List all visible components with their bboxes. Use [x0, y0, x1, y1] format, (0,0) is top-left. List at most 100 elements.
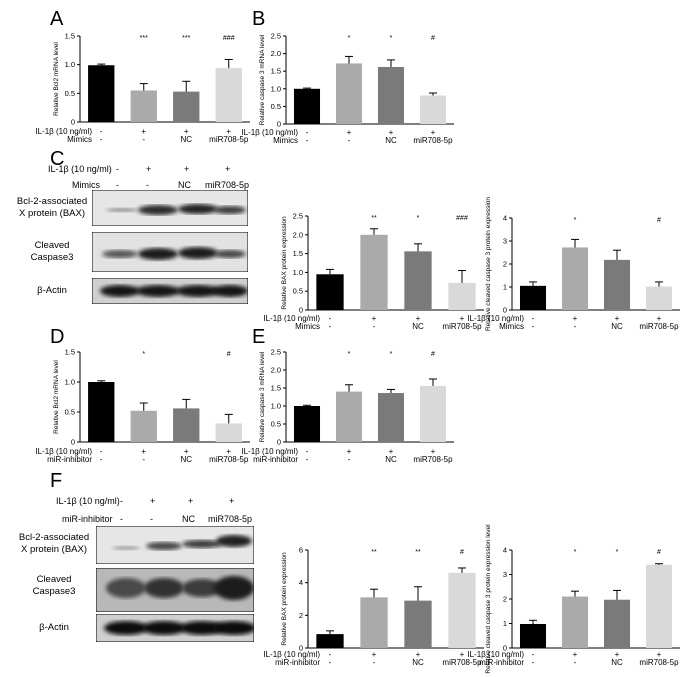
chart-e-reagent-mark: miR708-5p	[413, 455, 453, 464]
chart-c2-bar	[561, 247, 589, 310]
chart-c1-bar	[316, 274, 344, 310]
chart-b: 0 0.5 1.0 1.5 2.0 2.5 Relative caspase 3 mRNA …	[241, 32, 454, 145]
chart-a-reagent-mark: -	[100, 135, 103, 144]
chart-c1-ytick-label: 0	[299, 306, 303, 315]
chart-c2-il1b-mark: +	[573, 314, 578, 323]
chart-b-ytick-label: 1.5	[271, 67, 281, 76]
chart-f2-bar	[519, 623, 547, 648]
chart-f1-reagent-mark: -	[373, 658, 376, 667]
chart-f2-il1b-mark: +	[615, 650, 620, 659]
chart-a-annotation: ***	[182, 35, 190, 42]
chart-c2-bar	[519, 285, 547, 310]
chart-c1-bar	[448, 282, 476, 310]
chart-c2-il1b-mark: +	[657, 314, 662, 323]
chart-b-ytick-label: 0	[277, 120, 281, 129]
chart-d-il1b-mark: +	[141, 447, 146, 456]
chart-b-ytick-label: 1.0	[271, 84, 281, 93]
chart-f2-reagent-mark: -	[574, 658, 577, 667]
chart-b-il1b-mark: +	[347, 128, 352, 137]
chart-f1-annotation: #	[460, 549, 464, 556]
chart-a-bar	[88, 65, 115, 122]
chart-c1-reagent-mark: -	[373, 322, 376, 331]
chart-e-il1b-mark: +	[347, 447, 352, 456]
chart-f1-reagent-mark: miR708-5p	[442, 658, 482, 667]
chart-a-reagent-mark: NC	[180, 135, 192, 144]
chart-d-bar	[130, 410, 157, 442]
chart-e-ytick-label: 0	[277, 438, 281, 447]
chart-c1-reagent-label: Mimics	[295, 322, 320, 331]
chart-c2-ytick-label: 0	[503, 306, 507, 315]
chart-a-il1b-mark: -	[100, 127, 103, 136]
chart-c2-ytick-label: 3	[503, 237, 507, 246]
chart-b-reagent-mark: miR708-5p	[413, 136, 453, 145]
chart-c1-bar	[360, 234, 388, 310]
chart-c1-ytick-label: 1.5	[293, 249, 303, 258]
chart-e-bar	[293, 406, 321, 442]
chart-f1-il1b-mark: -	[329, 650, 332, 659]
chart-c2-ytick-label: 1	[503, 283, 507, 292]
chart-d-il1b-label: IL-1β (10 ng/ml)	[35, 447, 92, 456]
chart-d-ytick-label: 0.5	[65, 408, 75, 417]
chart-e-annotation: *	[390, 351, 393, 358]
chart-c1-annotation: **	[371, 215, 377, 222]
chart-e-bar	[419, 385, 447, 442]
chart-d-bar	[88, 382, 115, 442]
chart-f1-reagent-label: miR-inhibitor	[275, 658, 320, 667]
chart-c2-bar	[603, 259, 631, 310]
chart-f2-ytick-label: 1	[503, 619, 507, 628]
chart-a-annotation: ***	[140, 35, 148, 42]
chart-f1-ylabel: Relative BAX protein expression	[281, 552, 288, 646]
chart-e-reagent-mark: -	[348, 455, 351, 464]
chart-e-il1b-mark: -	[306, 447, 309, 456]
chart-d-reagent-mark: -	[142, 455, 145, 464]
chart-b-annotation: *	[348, 35, 351, 42]
chart-c2-reagent-mark: miR708-5p	[639, 322, 679, 331]
chart-f1-reagent-mark: NC	[412, 658, 424, 667]
chart-b-bar	[335, 63, 363, 124]
chart-a-reagent-mark: miR708-5p	[209, 135, 249, 144]
chart-a-bar	[215, 68, 242, 122]
chart-c1-il1b-label: IL-1β (10 ng/ml)	[263, 314, 320, 323]
chart-c1-annotation: *	[417, 215, 420, 222]
chart-c1-ytick-label: 1.0	[293, 268, 303, 277]
chart-c2-il1b-mark: -	[532, 314, 535, 323]
chart-a-bar	[173, 91, 200, 122]
chart-c2-ytick-label: 4	[503, 214, 507, 223]
chart-b-annotation: #	[431, 35, 435, 42]
chart-a-reagent-mark: -	[142, 135, 145, 144]
chart-e-annotation: #	[431, 351, 435, 358]
chart-a-il1b-mark: +	[226, 127, 231, 136]
chart-e-ytick-label: 1.5	[271, 384, 281, 393]
chart-e-il1b-mark: +	[389, 447, 394, 456]
chart-a-il1b-label: IL-1β (10 ng/ml)	[35, 127, 92, 136]
chart-a-ytick-label: 0	[71, 118, 75, 127]
chart-c1-reagent-mark: miR708-5p	[442, 322, 482, 331]
chart-c1-il1b-mark: -	[329, 314, 332, 323]
chart-b-il1b-mark: +	[431, 128, 436, 137]
chart-f2-il1b-mark: +	[573, 650, 578, 659]
chart-b-ytick-label: 0.5	[271, 102, 281, 111]
chart-f1-il1b-mark: +	[372, 650, 377, 659]
chart-f2-annotation: *	[616, 549, 619, 556]
chart-c1: 0 0.5 1.0 1.5 2.0 2.5 Relative BAX protein exp…	[263, 212, 484, 331]
chart-c1-reagent-mark: NC	[412, 322, 424, 331]
chart-f2-reagent-mark: miR708-5p	[639, 658, 679, 667]
chart-c1-reagent-mark: -	[329, 322, 332, 331]
chart-f2-bar	[603, 599, 631, 648]
chart-a-annotation: ###	[223, 35, 235, 42]
chart-c2-bar	[645, 286, 673, 310]
chart-d-annotation: *	[142, 351, 145, 358]
chart-f2-reagent-label: miR-inhibitor	[479, 658, 524, 667]
chart-c1-il1b-mark: +	[372, 314, 377, 323]
chart-c2: 0 1 2 3 4 Relative cleaved caspase 3 protein …	[467, 197, 680, 331]
panel-letter-a: A	[50, 8, 64, 30]
chart-c1-il1b-mark: +	[416, 314, 421, 323]
blot-c-caspase-band-image	[92, 232, 248, 272]
chart-d-ytick-label: 1.0	[65, 378, 75, 387]
chart-d-il1b-mark: +	[184, 447, 189, 456]
chart-f2-reagent-mark: -	[532, 658, 535, 667]
chart-e-ytick-label: 2.0	[271, 366, 281, 375]
